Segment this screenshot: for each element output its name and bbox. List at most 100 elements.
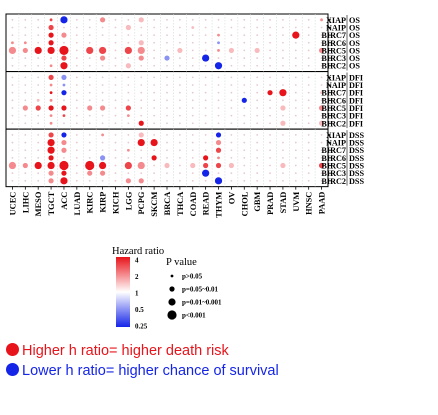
empty-point xyxy=(243,107,246,109)
empty-point xyxy=(153,57,156,59)
empty-point xyxy=(191,107,194,109)
empty-point xyxy=(11,91,14,94)
empty-point xyxy=(256,34,259,37)
empty-point xyxy=(178,57,181,59)
data-bubble xyxy=(138,17,144,23)
empty-point xyxy=(101,64,104,67)
empty-point xyxy=(101,149,104,152)
empty-point xyxy=(320,172,323,175)
empty-point xyxy=(63,26,65,29)
empty-point xyxy=(269,164,271,167)
gene-label: BIRC2 xyxy=(321,177,346,186)
empty-point xyxy=(256,57,259,59)
cancer-type-label: OV xyxy=(227,192,236,205)
empty-point xyxy=(178,26,181,29)
data-bubble xyxy=(125,63,131,69)
empty-point xyxy=(178,91,181,94)
empty-point xyxy=(11,134,14,136)
empty-point xyxy=(204,99,207,102)
empty-point xyxy=(204,34,207,37)
data-bubble xyxy=(124,46,132,55)
empty-point xyxy=(320,141,323,144)
data-bubble xyxy=(49,98,53,102)
empty-point xyxy=(269,122,271,125)
empty-point xyxy=(127,34,130,37)
data-bubble xyxy=(59,45,69,56)
data-bubble xyxy=(217,49,220,52)
empty-point xyxy=(269,99,271,102)
empty-point xyxy=(153,134,156,136)
empty-point xyxy=(230,76,233,79)
empty-point xyxy=(307,57,310,59)
empty-point xyxy=(166,34,168,37)
empty-point xyxy=(88,91,91,94)
data-bubble xyxy=(228,47,234,54)
gene-label: BIRC5 xyxy=(321,104,346,113)
empty-point xyxy=(11,26,14,29)
empty-point xyxy=(101,84,104,86)
cancer-type-label: BRCA xyxy=(163,192,172,216)
empty-point xyxy=(178,172,181,175)
empty-point xyxy=(24,179,27,182)
empty-point xyxy=(178,179,181,182)
data-bubble xyxy=(47,46,55,55)
empty-point xyxy=(24,64,27,67)
colorbar-tick-label: 2 xyxy=(135,273,139,281)
empty-point xyxy=(191,49,194,52)
empty-point xyxy=(243,122,246,125)
data-bubble xyxy=(126,148,130,152)
data-bubble xyxy=(215,132,222,138)
empty-point xyxy=(127,41,130,44)
empty-point xyxy=(88,57,91,59)
empty-point xyxy=(230,34,233,37)
empty-point xyxy=(256,141,259,144)
empty-point xyxy=(127,18,130,21)
endpoint-label: OS xyxy=(349,16,360,25)
empty-point xyxy=(114,64,117,67)
empty-point xyxy=(191,114,194,117)
empty-point xyxy=(24,172,27,175)
empty-point xyxy=(230,99,233,102)
empty-point xyxy=(243,41,246,44)
data-bubble xyxy=(22,162,28,169)
data-bubble xyxy=(217,41,220,45)
empty-point xyxy=(307,179,310,182)
empty-point xyxy=(320,134,323,136)
empty-point xyxy=(101,91,104,94)
empty-point xyxy=(153,84,156,86)
data-bubble xyxy=(164,55,170,61)
empty-point xyxy=(166,114,168,117)
data-bubble xyxy=(138,178,144,184)
empty-point xyxy=(294,26,297,29)
empty-point xyxy=(88,122,91,125)
empty-point xyxy=(230,107,233,109)
empty-point xyxy=(50,57,52,59)
data-bubble xyxy=(34,46,42,55)
empty-point xyxy=(166,179,168,182)
empty-point xyxy=(101,179,104,182)
gene-label: XIAP xyxy=(326,131,346,140)
cancer-type-label: HNSC xyxy=(305,192,314,215)
empty-point xyxy=(178,141,181,144)
gene-label: XIAP xyxy=(326,73,346,82)
empty-point xyxy=(75,114,78,117)
empty-point xyxy=(307,64,310,67)
empty-point xyxy=(24,57,27,59)
empty-point xyxy=(282,64,284,67)
empty-point xyxy=(153,99,156,102)
endpoint-label: OS xyxy=(349,39,360,48)
empty-point xyxy=(294,84,297,86)
empty-point xyxy=(307,122,310,125)
empty-point xyxy=(178,84,181,86)
data-bubble xyxy=(62,83,66,87)
data-bubble xyxy=(191,26,195,29)
cancer-type-label: ACC xyxy=(60,192,69,210)
data-bubble xyxy=(137,46,145,55)
empty-point xyxy=(178,164,181,167)
empty-point xyxy=(243,26,246,29)
data-bubble xyxy=(99,46,107,55)
empty-point xyxy=(307,34,310,37)
data-bubble xyxy=(34,161,42,170)
size-legend-dot xyxy=(169,286,175,292)
empty-point xyxy=(256,41,259,44)
